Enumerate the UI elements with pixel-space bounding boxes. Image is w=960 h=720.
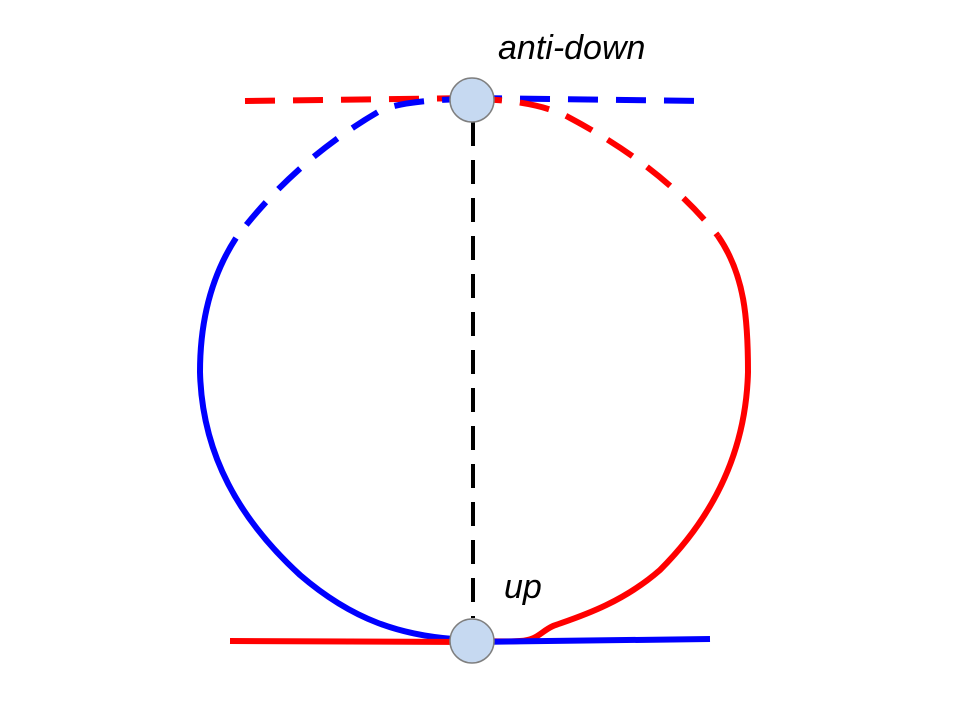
label-up: up [504, 568, 542, 606]
top-tangent-red-dashed [244, 95, 473, 104]
blue-branch-dashed [233, 96, 473, 240]
bottom-tangent-blue [471, 636, 711, 645]
bottom-tangent-red [229, 638, 473, 645]
red-branch-dashed [471, 96, 721, 238]
node-anti-down [449, 77, 495, 123]
top-tangent-blue-dashed [471, 95, 709, 104]
blue-branch-solid [196, 236, 473, 643]
node-up [449, 618, 495, 664]
label-anti-down: anti-down [498, 29, 645, 67]
